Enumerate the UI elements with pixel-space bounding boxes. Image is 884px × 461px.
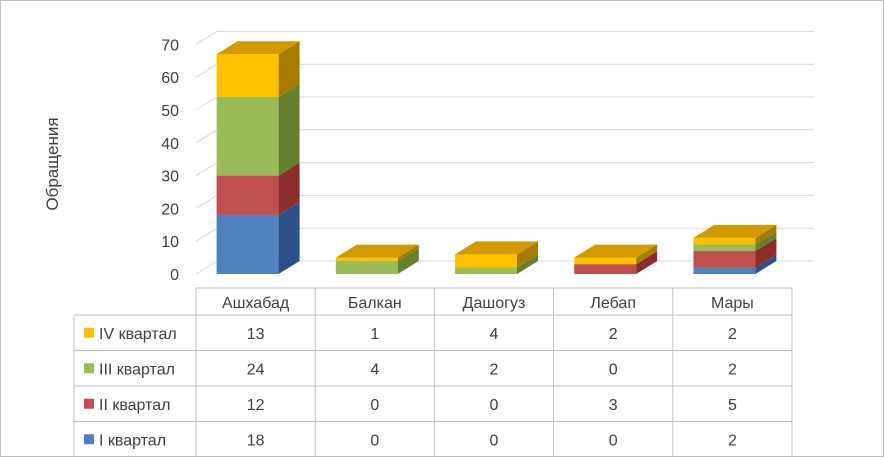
data-label: 18 <box>247 432 265 449</box>
data-label: 1 <box>370 326 379 343</box>
bar-segment <box>693 244 756 252</box>
data-label: 0 <box>490 432 499 449</box>
data-label: 2 <box>728 326 737 343</box>
bar-segment <box>693 267 756 274</box>
bar-side <box>755 231 777 252</box>
legend-swatch <box>84 434 94 445</box>
bar-segment <box>335 260 398 274</box>
data-label: 4 <box>490 326 499 343</box>
bar-segment <box>216 214 279 274</box>
bar-side <box>636 244 658 265</box>
data-label: 2 <box>490 361 499 378</box>
bar-side <box>517 241 538 268</box>
bar-segment <box>574 257 637 265</box>
legend-swatch <box>84 327 94 338</box>
bar-side <box>278 201 300 274</box>
data-label: 0 <box>609 432 618 449</box>
data-label: 24 <box>247 361 265 378</box>
bar-side <box>755 254 777 274</box>
data-label: 0 <box>609 361 618 378</box>
bar-side <box>397 244 419 261</box>
data-label: 2 <box>728 432 737 449</box>
bar-side <box>755 224 777 245</box>
bar-segment <box>335 257 398 261</box>
x-category-label: Балкан <box>348 295 402 312</box>
data-label: 0 <box>490 397 499 414</box>
data-label: 2 <box>609 326 618 343</box>
data-label: 13 <box>247 326 265 343</box>
gridline <box>195 30 814 45</box>
y-tick-label: 0 <box>170 267 179 284</box>
bar-top <box>693 224 777 238</box>
data-label: 12 <box>247 397 265 414</box>
y-tick-label: 30 <box>161 169 179 186</box>
legend-label: II квартал <box>99 397 170 414</box>
legend-swatch <box>84 398 94 409</box>
bar-segment <box>455 267 517 274</box>
data-label: 4 <box>370 361 379 378</box>
bar-segment <box>216 175 279 215</box>
bar-top <box>574 244 658 258</box>
data-label: 5 <box>728 397 737 414</box>
bar-side <box>278 162 300 215</box>
bars <box>216 41 777 274</box>
data-label: 3 <box>609 397 618 414</box>
y-tick-label: 40 <box>161 136 179 153</box>
bar-segment <box>693 237 756 245</box>
x-category-label: Лебап <box>590 295 636 312</box>
bar-top <box>335 244 419 258</box>
data-label: 0 <box>370 397 379 414</box>
bar-side <box>517 254 538 274</box>
legend-swatch <box>84 363 94 374</box>
y-tick-label: 20 <box>161 201 179 218</box>
legend-label: IV квартал <box>99 326 177 343</box>
legend-label: III квартал <box>99 361 175 378</box>
y-tick-label: 60 <box>161 70 179 87</box>
y-tick-label: 10 <box>161 234 179 251</box>
bar-segment <box>216 54 279 97</box>
bar-top <box>455 241 538 255</box>
bar-top <box>216 41 300 55</box>
bar-segment <box>216 96 279 176</box>
bar-side <box>278 41 300 97</box>
bar-side <box>636 251 658 274</box>
data-table: Ашхабад Балкан Дашогуз Лебап Мары IV квартал 1… <box>73 287 793 458</box>
legend-label: I квартал <box>99 432 166 449</box>
y-tick-label: 50 <box>161 103 179 120</box>
bar-side <box>278 83 300 176</box>
y-tick-label: 70 <box>161 37 179 54</box>
data-label: 2 <box>728 361 737 378</box>
bar-side <box>397 247 419 274</box>
bar-segment <box>455 254 517 268</box>
data-label: 0 <box>370 432 379 449</box>
bar-segment <box>574 264 637 274</box>
y-axis-ticks: 0 10 20 30 40 50 60 70 <box>161 37 179 284</box>
bar-side <box>755 238 777 268</box>
x-category-label: Ашхабад <box>222 295 290 312</box>
x-category-label: Дашогуз <box>463 295 526 312</box>
x-category-label: Мары <box>711 295 754 312</box>
y-axis-label: Обращения <box>43 117 62 210</box>
bar-segment <box>693 251 756 268</box>
